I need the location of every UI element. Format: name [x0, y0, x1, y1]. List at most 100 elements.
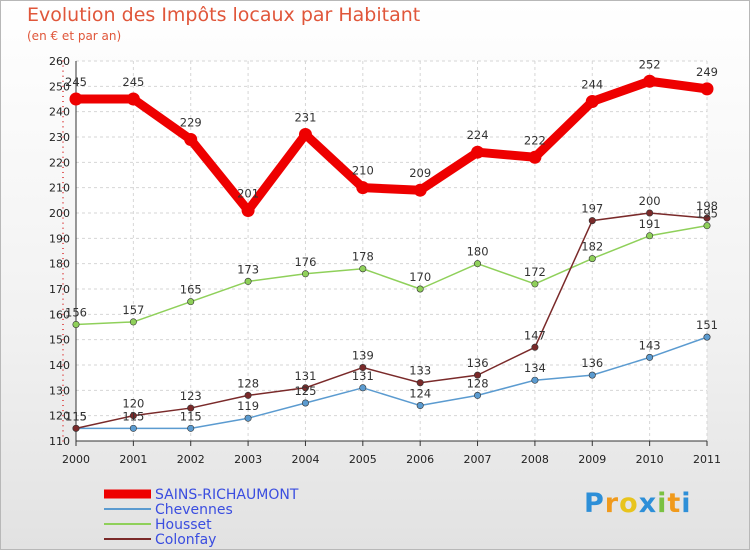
data-point [129, 318, 137, 326]
data-label: 249 [696, 65, 718, 79]
chart-subtitle: (en € et par an) [27, 29, 122, 43]
data-point [646, 209, 654, 217]
data-label: 178 [352, 250, 374, 264]
y-tick-label: 240 [49, 106, 70, 119]
data-point [187, 404, 195, 412]
data-point [187, 424, 195, 432]
data-point [528, 150, 542, 164]
data-label: 147 [524, 328, 546, 342]
data-point [643, 74, 657, 88]
data-point [703, 222, 711, 230]
series-line-housset [75, 224, 708, 326]
data-label: 119 [237, 399, 259, 413]
x-tick-label: 2003 [234, 453, 262, 466]
data-label: 245 [122, 75, 144, 89]
data-point [69, 92, 83, 106]
data-point [298, 127, 312, 141]
data-label: 157 [122, 303, 144, 317]
series-lines [69, 74, 714, 432]
data-point [703, 333, 711, 341]
data-label: 115 [122, 409, 144, 423]
y-tick-label: 220 [49, 156, 70, 169]
data-point [241, 203, 255, 217]
data-label: 115 [65, 409, 87, 423]
data-label: 231 [294, 110, 316, 124]
grid-lines [75, 60, 708, 442]
data-point [646, 353, 654, 361]
data-label: 182 [581, 240, 603, 254]
data-label: 244 [581, 78, 603, 92]
data-point [301, 270, 309, 278]
data-label: 136 [467, 356, 489, 370]
series-line-sains-richaumont [71, 76, 712, 215]
data-label: 180 [467, 245, 489, 259]
data-point [359, 384, 367, 392]
x-tick-label: 2001 [119, 453, 147, 466]
data-label: 125 [294, 384, 316, 398]
y-tick-label: 110 [49, 435, 70, 448]
data-label: 195 [696, 207, 718, 221]
data-point [646, 232, 654, 240]
data-label: 222 [524, 133, 546, 147]
data-point [129, 424, 137, 432]
y-tick-label: 230 [49, 131, 70, 144]
data-point [72, 320, 80, 328]
data-label: 120 [122, 397, 144, 411]
logo-letter: x [638, 488, 658, 519]
data-point [416, 402, 424, 410]
data-label: 172 [524, 265, 546, 279]
x-tick-label: 2009 [578, 453, 606, 466]
data-point [72, 424, 80, 432]
x-tick-label: 2011 [693, 453, 721, 466]
data-label: 173 [237, 262, 259, 276]
x-tick-label: 2006 [406, 453, 434, 466]
data-label: 139 [352, 349, 374, 363]
data-label: 224 [467, 128, 489, 142]
data-point [474, 260, 482, 268]
x-tick-label: 2008 [521, 453, 549, 466]
legend-label: Housset [155, 517, 212, 533]
y-tick-label: 130 [49, 384, 70, 397]
legend-label: Chevennes [155, 502, 233, 518]
data-label: 131 [352, 369, 374, 383]
data-label: 133 [409, 364, 431, 378]
logo-letter: i [657, 488, 668, 519]
legend-label: Colonfay [155, 532, 216, 548]
data-label: 209 [409, 166, 431, 180]
data-label: 123 [180, 389, 202, 403]
data-point [588, 371, 596, 379]
y-tick-label: 120 [49, 410, 70, 423]
data-point [703, 214, 711, 222]
data-label: 115 [65, 409, 87, 423]
y-tick-label: 150 [49, 334, 70, 347]
data-point [531, 376, 539, 384]
y-tick-label: 160 [49, 308, 70, 321]
data-point [126, 92, 140, 106]
axes: 110 120 130 140 150 160 170 180 190 200 210 220 230 2… [49, 55, 721, 466]
data-point [359, 265, 367, 273]
data-label: 245 [65, 75, 87, 89]
series-line-colonfay [75, 212, 708, 430]
data-label: 176 [294, 255, 316, 269]
logo-letter: t [667, 488, 682, 519]
x-tick-label: 2005 [349, 453, 377, 466]
y-tick-label: 190 [49, 232, 70, 245]
data-point [416, 379, 424, 387]
data-label: 229 [180, 116, 202, 130]
y-tick-label: 140 [49, 359, 70, 372]
data-label: 165 [180, 283, 202, 297]
data-point [187, 298, 195, 306]
data-label: 252 [639, 57, 661, 71]
x-tick-label: 2010 [636, 453, 664, 466]
data-label: 128 [237, 376, 259, 390]
y-tick-label: 260 [49, 55, 70, 68]
legend-label: SAINS-RICHAUMONT [155, 487, 299, 503]
data-label: 124 [409, 387, 431, 401]
x-tick-label: 2007 [464, 453, 492, 466]
proxiti-logo: Proxiti [584, 488, 692, 519]
data-point [244, 391, 252, 399]
data-label: 136 [581, 356, 603, 370]
data-point [588, 217, 596, 225]
